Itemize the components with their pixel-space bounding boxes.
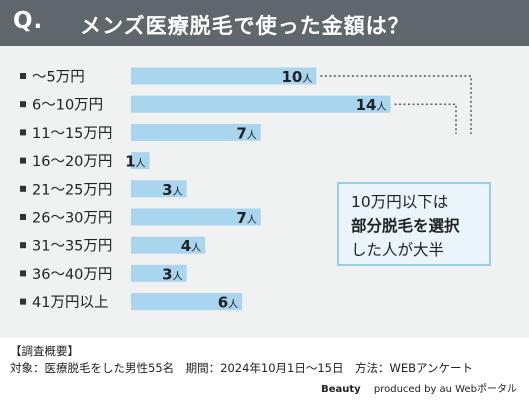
bar <box>131 180 187 198</box>
bar-value-label: 7人 <box>236 124 256 142</box>
category-label: 〜5万円 <box>32 70 85 86</box>
bar-value-label: 6人 <box>218 294 238 312</box>
bar <box>131 123 261 141</box>
category-bullet <box>20 157 26 164</box>
bar <box>131 67 317 85</box>
survey-heading: 【調査概要】 <box>10 344 79 358</box>
category-bullet <box>20 270 26 277</box>
category-bullet <box>20 298 26 305</box>
survey-details: 対象：医療脱毛をした男性55名 期間：2024年10月1日〜15日 方法：WEB… <box>10 361 474 375</box>
category-bullet <box>20 129 26 136</box>
bar-value-label: 3人 <box>162 265 182 283</box>
leader-line <box>320 75 472 134</box>
brand-logo-text: Beauty <box>321 384 361 395</box>
category-label: 26〜30万円 <box>32 211 112 227</box>
bar <box>131 264 187 282</box>
chart-title: メンズ医療脱毛で使った金額は？ <box>80 14 410 38</box>
callout-line-1: 10万円以下は <box>351 193 449 211</box>
produced-by-text: produced by au Webポータル <box>373 384 517 395</box>
category-bullet <box>20 242 26 249</box>
annotation-callout: 10万円以下は 部分脱毛を選択 した人が大半 <box>337 182 491 266</box>
bar <box>131 236 206 254</box>
bar-value-label: 4人 <box>181 237 201 255</box>
chart-panel: 〜5万円 10人 6〜10万円 14人 11〜15万円 7人 16〜20万円 1人 21〜25万… <box>0 46 529 338</box>
bar-value-label: 1人 <box>125 153 145 171</box>
category-label: 6〜10万円 <box>32 98 103 114</box>
bar <box>131 293 243 311</box>
category-label: 31〜35万円 <box>32 239 112 255</box>
bar-value-label: 3人 <box>162 181 182 199</box>
category-bullet <box>20 101 26 108</box>
category-label: 21〜25万円 <box>32 182 112 198</box>
category-bullet <box>20 73 26 79</box>
bar <box>131 152 150 170</box>
bar <box>131 95 391 113</box>
credit-line: Beauty produced by au Webポータル <box>321 380 517 395</box>
category-label: 11〜15万円 <box>32 126 112 142</box>
bar-chart: 〜5万円 10人 6〜10万円 14人 11〜15万円 7人 16〜20万円 1人 21〜25万… <box>20 67 472 312</box>
bar <box>131 208 261 226</box>
bar-value-label: 14人 <box>356 96 387 114</box>
category-bullet <box>20 185 26 192</box>
survey-summary: 【調査概要】 対象：医療脱毛をした男性55名 期間：2024年10月1日〜15日… <box>10 343 473 377</box>
bar-value-label: 10人 <box>281 68 312 86</box>
callout-line-3: した人が大半 <box>351 241 445 259</box>
category-label: 41万円以上 <box>32 294 108 311</box>
category-bullet <box>20 214 26 220</box>
callout-line-2: 部分脱毛を選択 <box>351 217 460 235</box>
question-mark-label: Q. <box>13 8 44 34</box>
leader-line <box>394 103 457 134</box>
category-label: 16〜20万円 <box>32 154 112 170</box>
category-label: 36〜40万円 <box>32 267 112 283</box>
bar-value-label: 7人 <box>236 209 256 227</box>
chart-header: Q. メンズ医療脱毛で使った金額は？ <box>0 0 529 46</box>
